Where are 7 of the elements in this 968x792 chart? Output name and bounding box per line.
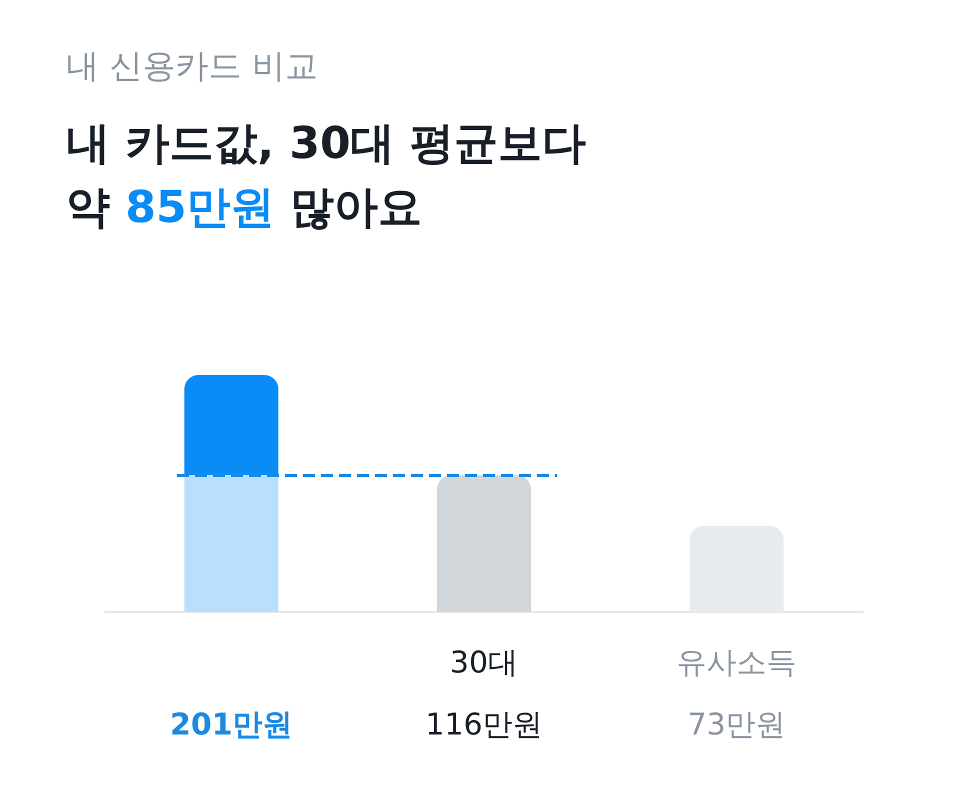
data-label: 73만원 — [688, 708, 786, 742]
data-label: 116만원 — [425, 708, 543, 742]
chart-title: 내 카드값, 30대 평균보다 약 85만원 많아요 — [66, 118, 586, 233]
x-tick-label: 30대 — [450, 646, 518, 680]
chart-subtitle: 내 신용카드 비교 — [66, 45, 318, 87]
data-label: 201만원 — [170, 708, 293, 742]
x-tick-label: 유사소득 — [676, 646, 797, 680]
